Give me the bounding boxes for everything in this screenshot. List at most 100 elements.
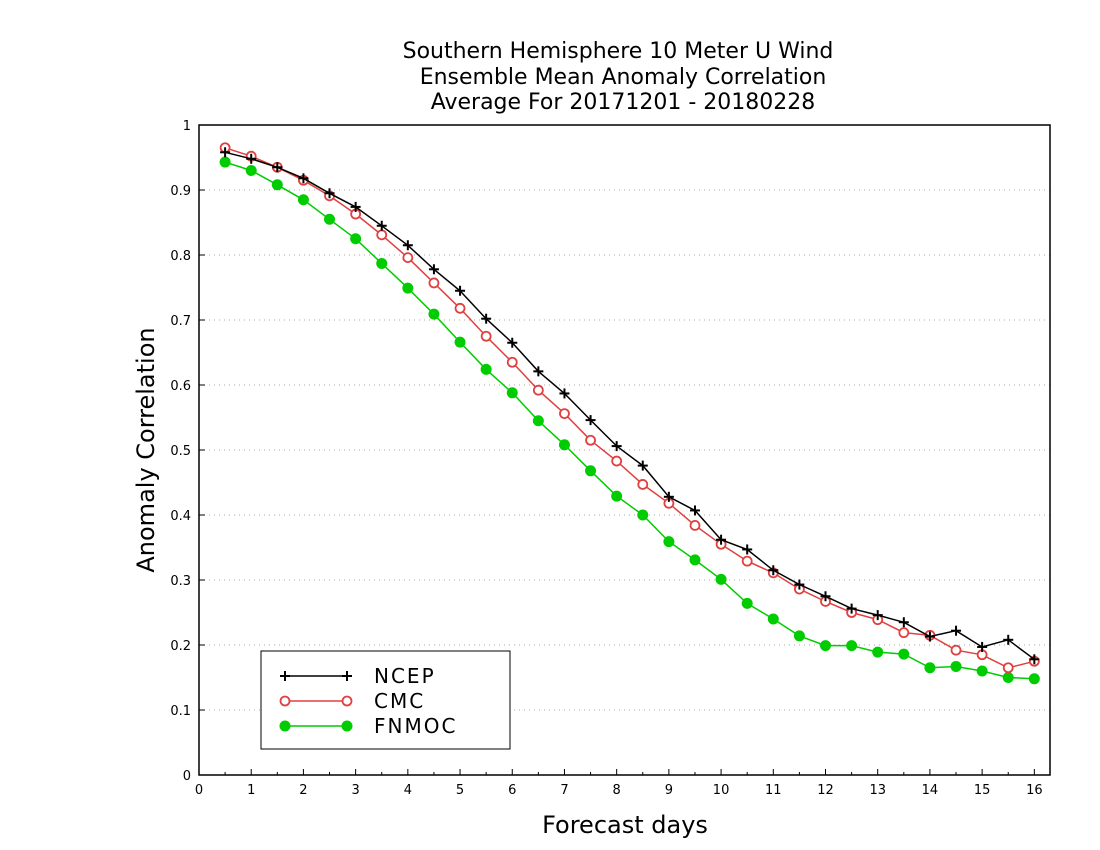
legend-entry-ncep: NCEP	[280, 664, 436, 688]
data-point-ncep	[272, 162, 283, 173]
data-point-fnmoc	[767, 613, 779, 625]
data-point-ncep	[324, 188, 335, 199]
data-point-cmc	[454, 302, 466, 314]
data-point-cmc	[950, 644, 962, 656]
data-point-cmc	[637, 479, 649, 490]
legend-label-ncep: NCEP	[374, 664, 436, 688]
series-cmc	[219, 142, 1040, 674]
x-tick-label: 10	[713, 783, 730, 798]
data-point-ncep	[533, 366, 544, 377]
data-point-fnmoc	[924, 662, 936, 674]
data-point-cmc	[402, 252, 414, 264]
data-point-fnmoc	[585, 465, 597, 477]
data-point-cmc	[376, 229, 388, 241]
y-tick-label: 0.5	[170, 444, 191, 459]
chart-title-line-2: Ensemble Mean Anomaly Correlation	[420, 65, 827, 90]
y-tick-label: 0.7	[170, 314, 191, 329]
data-point-cmc	[585, 434, 596, 446]
data-point-ncep	[376, 220, 387, 231]
data-point-ncep	[716, 534, 727, 545]
data-point-fnmoc	[245, 165, 257, 176]
y-tick-label: 1	[183, 119, 191, 134]
data-point-ncep	[1029, 654, 1040, 665]
legend-marker-ncep	[342, 671, 352, 681]
x-tick-label: 14	[922, 783, 939, 798]
x-axis: 0 1 2 3 4 5 6 7 8 9 10 11 12 13 14 15 16	[195, 769, 1043, 798]
x-tick-label: 16	[1026, 783, 1043, 798]
data-point-ncep	[951, 625, 962, 636]
data-point-fnmoc	[402, 282, 414, 294]
data-point-ncep	[689, 505, 700, 516]
data-point-ncep	[637, 460, 648, 471]
data-point-fnmoc	[1028, 673, 1040, 685]
data-point-fnmoc	[611, 490, 623, 502]
y-tick-label: 0	[183, 769, 191, 784]
gridlines	[199, 189, 1050, 711]
data-point-fnmoc	[350, 233, 362, 245]
legend-label-fnmoc: FNMOC	[374, 714, 457, 738]
x-tick-label: 8	[613, 783, 621, 798]
data-point-fnmoc	[219, 156, 231, 168]
data-point-fnmoc	[1002, 672, 1014, 683]
data-point-ncep	[977, 641, 988, 652]
series-line-ncep	[224, 151, 1035, 660]
x-tick-label: 9	[665, 783, 673, 798]
y-tick-label: 0.6	[170, 379, 191, 394]
legend-entry-cmc: CMC	[279, 689, 423, 713]
y-tick-label: 0.8	[170, 249, 191, 264]
y-axis-title: Anomaly Correlation	[132, 327, 160, 572]
data-point-ncep	[1003, 634, 1014, 645]
y-tick-label: 0.9	[170, 184, 191, 199]
x-tick-label: 4	[404, 783, 412, 798]
data-point-cmc	[506, 356, 518, 368]
data-point-ncep	[872, 610, 883, 621]
x-tick-label: 3	[351, 783, 359, 798]
data-point-cmc	[480, 330, 492, 342]
data-point-cmc	[532, 384, 544, 396]
data-point-ncep	[924, 631, 935, 642]
data-point-fnmoc	[950, 660, 962, 672]
data-point-fnmoc	[637, 509, 649, 521]
data-point-cmc	[611, 455, 623, 467]
legend-box	[260, 650, 511, 750]
series-ncep	[220, 147, 1040, 665]
data-point-ncep	[559, 388, 570, 399]
series-line-fnmoc	[224, 161, 1035, 680]
legend-marker-cmc	[341, 695, 353, 707]
data-point-cmc	[689, 520, 701, 531]
data-point-fnmoc	[898, 648, 910, 660]
x-tick-label: 1	[247, 783, 255, 798]
data-point-fnmoc	[532, 415, 544, 427]
data-point-ncep	[428, 264, 439, 275]
data-point-ncep	[507, 337, 518, 348]
legend-marker-ncep	[280, 671, 290, 681]
y-tick-label: 0.2	[170, 639, 191, 654]
data-point-fnmoc	[480, 363, 492, 375]
data-point-ncep	[611, 441, 622, 452]
data-point-fnmoc	[297, 194, 309, 206]
data-point-ncep	[298, 173, 309, 184]
y-tick-label: 0.3	[170, 574, 191, 589]
data-point-fnmoc	[558, 439, 570, 451]
data-point-fnmoc	[271, 179, 283, 191]
data-point-fnmoc	[976, 665, 988, 677]
data-point-ncep	[350, 201, 361, 212]
x-tick-label: 11	[765, 783, 782, 798]
data-point-ncep	[794, 579, 805, 590]
data-point-ncep	[585, 415, 596, 426]
x-tick-label: 5	[456, 783, 464, 798]
data-point-fnmoc	[454, 336, 466, 348]
y-tick-label: 0.1	[170, 704, 191, 719]
x-tick-label: 15	[974, 783, 991, 798]
x-tick-label: 12	[817, 783, 834, 798]
data-point-ncep	[898, 617, 909, 628]
data-point-cmc	[428, 277, 440, 289]
chart-title-line-3: Average For 20171201 - 20180228	[431, 90, 816, 115]
data-point-ncep	[846, 603, 857, 614]
chart-title: Southern Hemisphere 10 Meter U Wind Ense…	[403, 39, 834, 115]
data-point-fnmoc	[506, 387, 518, 399]
legend-marker-fnmoc	[279, 720, 291, 732]
data-point-fnmoc	[741, 597, 753, 609]
data-point-ncep	[402, 240, 413, 251]
